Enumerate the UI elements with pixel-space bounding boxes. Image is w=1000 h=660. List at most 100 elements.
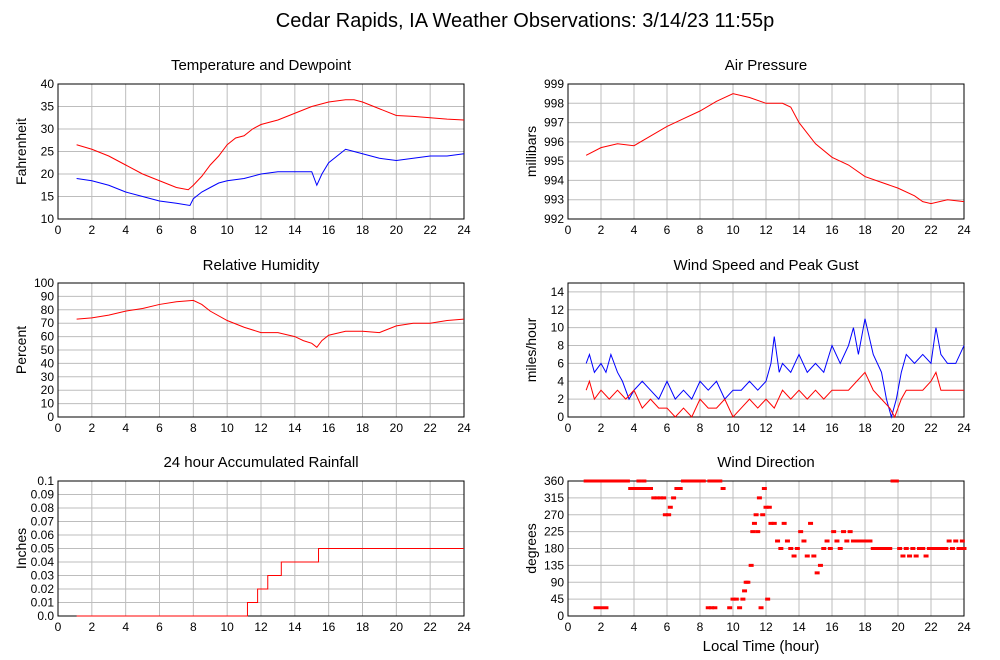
series-line (76, 548, 464, 617)
data-point (930, 547, 936, 550)
chart-title: Air Pressure (725, 57, 808, 74)
x-tick-label: 22 (924, 620, 938, 634)
data-point (662, 513, 668, 517)
data-point (651, 496, 657, 500)
data-point (593, 479, 599, 483)
data-point (619, 479, 625, 483)
data-point (860, 539, 866, 543)
y-tick-label: 0.0 (37, 609, 54, 623)
x-tick-label: 14 (288, 421, 302, 435)
x-tick-label: 6 (664, 620, 671, 634)
plot-frame (567, 83, 965, 220)
data-point (636, 479, 642, 483)
data-point (751, 521, 757, 525)
y-tick-label: 0.09 (31, 488, 55, 502)
series-line (76, 299, 465, 349)
y-tick-label: 0.03 (31, 569, 55, 583)
y-tick-label: 315 (544, 491, 564, 505)
x-tick-label: 0 (55, 223, 62, 237)
x-tick-label: 20 (891, 620, 905, 634)
data-point (583, 479, 589, 483)
data-point (834, 539, 840, 543)
y-tick-label: 997 (544, 116, 564, 130)
y-tick-label: 90 (41, 289, 55, 303)
data-point (748, 563, 754, 567)
x-tick-label: 14 (792, 620, 806, 634)
data-point (603, 479, 609, 483)
x-tick-label: 18 (858, 620, 872, 634)
data-point (712, 606, 718, 610)
data-point (631, 487, 637, 490)
x-tick-label: 6 (664, 421, 671, 435)
data-point (961, 547, 967, 550)
data-point (661, 496, 667, 500)
y-tick-label: 0.04 (31, 555, 55, 569)
x-tick-label: 0 (565, 620, 572, 634)
x-tick-label: 16 (825, 223, 839, 237)
x-tick-label: 24 (457, 620, 471, 634)
chart-title: Relative Humidity (203, 257, 320, 274)
x-tick-label: 18 (356, 620, 370, 634)
data-point (883, 547, 889, 550)
data-point (916, 547, 922, 550)
x-tick-label: 8 (697, 620, 704, 634)
chart-temp: 0 2 4 6 8 10 12 14 16 18 20 22 2410152025303540Tempe… (13, 57, 471, 237)
y-tick-label: 30 (41, 370, 55, 384)
data-point (794, 547, 800, 550)
x-tick-label: 14 (792, 223, 806, 237)
x-tick-label: 14 (792, 421, 806, 435)
x-tick-label: 10 (726, 620, 740, 634)
y-axis-label: Inches (13, 528, 29, 569)
x-tick-label: 16 (825, 421, 839, 435)
data-point (717, 479, 723, 483)
x-tick-label: 10 (220, 223, 234, 237)
y-tick-label: 0.08 (31, 501, 55, 515)
data-point (684, 479, 690, 483)
x-tick-label: 18 (858, 421, 872, 435)
data-point (666, 513, 672, 517)
y-tick-label: 0 (557, 410, 564, 424)
data-point (756, 496, 762, 500)
y-tick-label: 996 (544, 135, 564, 149)
x-tick-label: 4 (631, 421, 638, 435)
data-point (768, 521, 774, 525)
data-point (763, 505, 769, 509)
data-point (959, 539, 965, 543)
page-title: Cedar Rapids, IA Weather Observations: 3… (276, 10, 774, 32)
x-tick-label: 4 (122, 223, 129, 237)
data-point (844, 539, 850, 543)
y-tick-label: 994 (544, 173, 564, 187)
y-tick-label: 50 (41, 343, 55, 357)
x-tick-label: 10 (220, 421, 234, 435)
y-tick-label: 6 (557, 356, 564, 370)
x-tick-label: 24 (957, 421, 971, 435)
data-point (953, 539, 959, 543)
x-tick-label: 24 (457, 223, 471, 237)
x-tick-label: 16 (825, 620, 839, 634)
data-point (648, 487, 653, 490)
x-tick-label: 22 (423, 421, 437, 435)
x-tick-label: 6 (156, 620, 163, 634)
data-point (677, 487, 683, 490)
data-point (778, 547, 784, 550)
data-point (808, 521, 814, 525)
x-tick-label: 10 (220, 620, 234, 634)
series-line (585, 93, 965, 205)
x-tick-label: 14 (288, 620, 302, 634)
data-point (775, 539, 781, 543)
plot-frame (567, 282, 965, 418)
data-point (936, 547, 942, 550)
y-tick-label: 995 (544, 154, 564, 168)
x-tick-label: 18 (356, 421, 370, 435)
data-point (817, 563, 823, 567)
series-line (585, 371, 964, 419)
data-point (847, 530, 853, 534)
data-point (913, 554, 919, 558)
data-point (890, 479, 896, 483)
data-point (634, 487, 640, 490)
data-point (850, 539, 856, 543)
data-point (628, 487, 634, 490)
data-point (745, 580, 751, 584)
x-tick-label: 12 (254, 421, 268, 435)
y-tick-label: 270 (544, 508, 564, 522)
